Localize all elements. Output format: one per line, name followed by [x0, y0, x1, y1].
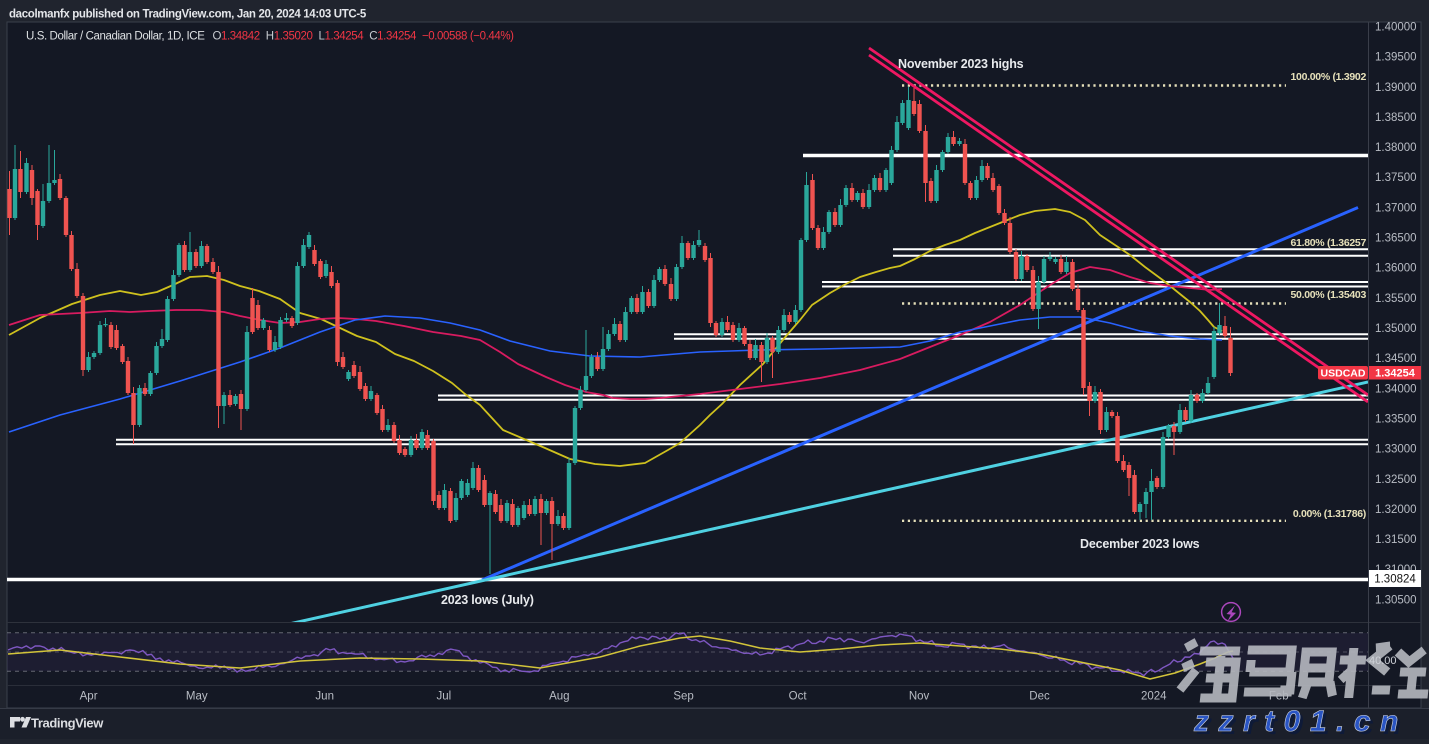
svg-text:May: May — [186, 691, 208, 703]
svg-text:1.35000: 1.35000 — [1375, 323, 1417, 335]
svg-text:dacolmanfx published on Tradin: dacolmanfx published on TradingView.com,… — [9, 9, 367, 21]
svg-text:TradingView: TradingView — [31, 716, 104, 731]
svg-text:zzrt01.cn: zzrt01.cn — [1193, 705, 1408, 738]
svg-text:USDCAD: USDCAD — [1321, 367, 1366, 379]
svg-text:100.00% (1.3902: 100.00% (1.3902 — [1291, 71, 1367, 83]
svg-text:1.34500: 1.34500 — [1375, 353, 1417, 365]
svg-text:1.30500: 1.30500 — [1375, 594, 1417, 606]
svg-text:2023 lows (July): 2023 lows (July) — [441, 593, 534, 607]
svg-text:1.36500: 1.36500 — [1375, 233, 1417, 245]
svg-text:1.33500: 1.33500 — [1375, 413, 1417, 425]
svg-text:2024: 2024 — [1141, 691, 1167, 703]
svg-text:1.32000: 1.32000 — [1375, 504, 1417, 516]
svg-text:1.35500: 1.35500 — [1375, 293, 1417, 305]
svg-text:1.37000: 1.37000 — [1375, 202, 1417, 214]
svg-text:1.32500: 1.32500 — [1375, 474, 1417, 486]
svg-text:50.00% (1.35403: 50.00% (1.35403 — [1291, 289, 1367, 301]
svg-text:1.40000: 1.40000 — [1375, 22, 1417, 34]
svg-text:Aug: Aug — [549, 691, 569, 703]
svg-text:0.00% (1.31786): 0.00% (1.31786) — [1293, 508, 1366, 520]
svg-text:1.36000: 1.36000 — [1375, 263, 1417, 275]
svg-text:1.30824: 1.30824 — [1374, 574, 1416, 586]
svg-text:1.38000: 1.38000 — [1375, 142, 1417, 154]
svg-text:zzrt01.cn: zzrt01.cn — [1196, 708, 1411, 739]
svg-text:40.00: 40.00 — [1369, 655, 1397, 667]
svg-text:1.34254: 1.34254 — [1375, 368, 1416, 380]
svg-text:1.39000: 1.39000 — [1375, 82, 1417, 94]
svg-text:Apr: Apr — [80, 691, 98, 703]
svg-text:61.80% (1.36257: 61.80% (1.36257 — [1291, 237, 1367, 249]
svg-text:Jun: Jun — [315, 691, 334, 703]
svg-text:1.38500: 1.38500 — [1375, 112, 1417, 124]
svg-text:Jul: Jul — [436, 691, 451, 703]
svg-text:November 2023 highs: November 2023 highs — [898, 57, 1024, 71]
svg-text:Dec: Dec — [1029, 691, 1050, 703]
svg-text:1.31500: 1.31500 — [1375, 534, 1417, 546]
svg-text:U.S. Dollar / Canadian Dollar,: U.S. Dollar / Canadian Dollar, 1D, ICE O1… — [26, 31, 514, 43]
svg-text:1.34000: 1.34000 — [1375, 383, 1417, 395]
svg-text:1.33000: 1.33000 — [1375, 444, 1417, 456]
svg-text:Oct: Oct — [789, 691, 808, 703]
svg-text:Nov: Nov — [909, 691, 930, 703]
svg-text:Sep: Sep — [673, 691, 693, 703]
svg-text:December 2023 lows: December 2023 lows — [1080, 537, 1200, 551]
svg-text:1.39500: 1.39500 — [1375, 52, 1417, 64]
svg-text:1.37500: 1.37500 — [1375, 172, 1417, 184]
